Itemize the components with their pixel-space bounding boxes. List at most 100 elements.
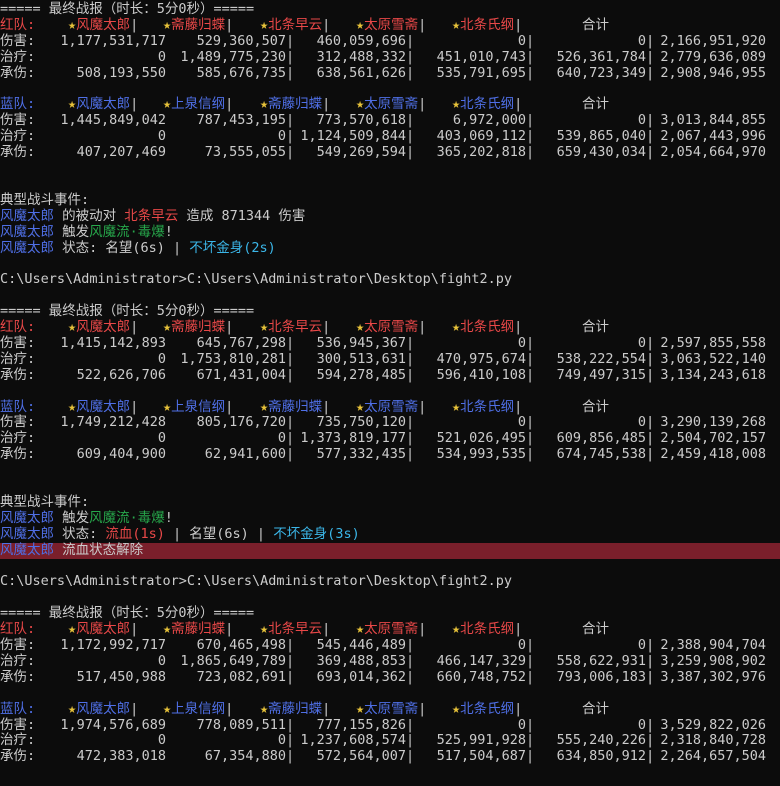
column-separator: |: [286, 716, 295, 733]
star-icon: ★: [163, 16, 172, 33]
stat-label: 治疗:: [0, 128, 36, 145]
column-separator: |: [286, 430, 295, 447]
hero-name: ★上泉信纲|: [163, 96, 233, 113]
stat-label: 承伤:: [0, 668, 36, 685]
event-text: 的被动对: [54, 207, 125, 224]
stat-value: 538,222,554: [556, 350, 646, 367]
event-text: 状态: 名望(6s) |: [54, 239, 190, 256]
hero-name-text: 北条早云: [268, 621, 323, 638]
hero-name-text: 风魔太郎: [76, 96, 131, 113]
star-icon: ★: [356, 621, 365, 638]
stat-value: 539,865,040: [556, 128, 646, 145]
hero-name: ★斋藤归蝶|: [163, 319, 233, 336]
stat-value: 2,504,702,157: [660, 430, 766, 447]
event-text: 造成 871344 伤害: [178, 207, 306, 224]
hero-name-text: 北条氏纲: [460, 700, 515, 717]
stat-label: 治疗:: [0, 652, 36, 669]
star-icon: ★: [356, 398, 365, 415]
stat-row: 承伤: 407,207,469 73,555,055 549,269,594 365,2…: [0, 144, 780, 161]
column-separator: |: [130, 319, 139, 335]
stat-value: 3,387,302,976: [660, 668, 766, 685]
stat-value: 585,676,735: [196, 64, 286, 81]
report-header-text: ===== 最终战报（时长：5分0秒）=====: [0, 303, 255, 320]
hero-name: ★斋藤归蝶|: [260, 700, 331, 718]
stat-row: 治疗: 0 1,753,810,281 300,513,631 470,975,674 5…: [0, 350, 780, 368]
event-text: 状态:: [54, 525, 106, 542]
team-label: 蓝队:: [0, 398, 36, 415]
column-separator: |: [514, 96, 523, 113]
prompt-text: C:\Users\Administrator>C:\Users\Administ…: [0, 573, 513, 590]
stat-label: 治疗:: [0, 350, 36, 367]
column-separator: |: [526, 366, 535, 383]
column-separator: |: [646, 64, 655, 81]
event-text: 触发: [54, 509, 90, 526]
column-separator: |: [514, 16, 523, 33]
stat-row: 伤害: 1,749,212,428 805,176,720 735,750,120 0 0…: [0, 414, 780, 431]
star-icon: ★: [452, 96, 461, 113]
hero-name-text: 斋藤归蝶: [171, 319, 226, 335]
stat-value: 535,791,695: [436, 64, 526, 81]
event-text: !: [164, 223, 173, 240]
star-icon: ★: [260, 621, 269, 638]
star-icon: ★: [163, 398, 172, 415]
events-title-text: 典型战斗事件:: [0, 493, 90, 510]
stat-value: 2,779,636,089: [660, 48, 766, 65]
stat-value: 545,446,489: [316, 637, 406, 653]
hero-name: ★斋藤归蝶|: [260, 96, 330, 113]
star-icon: ★: [68, 96, 77, 113]
star-icon: ★: [452, 700, 461, 717]
column-separator: |: [286, 64, 295, 81]
event-text: | 名望(6s) |: [164, 525, 274, 542]
column-separator: |: [225, 700, 234, 717]
stat-value: 558,622,931: [556, 652, 646, 669]
stat-row: 治疗: 0 0 1,124,509,844 403,069,112 539,865,040…: [0, 128, 780, 145]
column-separator: |: [406, 430, 415, 447]
event-text: 触发: [54, 223, 90, 240]
star-icon: ★: [356, 16, 365, 33]
event-text: 流血(1s): [105, 525, 165, 542]
column-separator: |: [646, 350, 655, 367]
stat-row: 承伤: 609,404,900 62,941,600 577,332,435 534,9…: [0, 446, 780, 463]
column-separator: |: [526, 716, 535, 733]
stat-row: 伤害: 1,177,531,717 529,360,507 460,059,696 0 0…: [0, 32, 780, 50]
stat-value: 0: [277, 430, 286, 447]
column-separator: |: [286, 48, 295, 65]
star-icon: ★: [68, 621, 77, 638]
stat-value: 2,459,418,008: [660, 446, 766, 463]
stat-value: 2,388,904,704: [660, 637, 766, 653]
stat-value: 594,278,485: [316, 366, 406, 383]
hero-name: ★太原雪斋|: [356, 16, 426, 34]
column-separator: |: [514, 621, 523, 638]
stat-value: 793,006,183: [556, 668, 646, 685]
stat-row: 治疗: 0 0 1,237,608,574 525,991,928 555,240,226…: [0, 732, 780, 749]
team-label: 红队:: [0, 16, 36, 33]
stat-value: 6,972,000: [452, 112, 526, 129]
column-separator: |: [322, 700, 331, 717]
column-separator: |: [526, 430, 535, 447]
column-separator: |: [406, 637, 415, 653]
column-separator: |: [646, 668, 655, 685]
stat-value: 659,430,034: [556, 144, 646, 161]
column-separator: |: [646, 144, 655, 161]
hero-name-text: 斋藤归蝶: [171, 621, 226, 638]
star-icon: ★: [68, 16, 77, 33]
hero-name: ★太原雪斋|: [356, 319, 426, 336]
event-text: 不坏金身(3s): [273, 525, 360, 542]
column-separator: |: [406, 732, 415, 749]
stat-value: 0: [157, 430, 166, 447]
column-separator: |: [526, 128, 535, 145]
column-separator: |: [130, 700, 139, 717]
red-team-header: 红队: ★风魔太郎| ★斋藤归蝶| ★北条早云| ★太原雪斋| ★北条氏纲| 合计: [0, 16, 780, 34]
stat-value: 508,193,550: [76, 64, 166, 81]
stat-value: 0: [517, 414, 526, 431]
stat-value: 0: [637, 32, 646, 49]
column-separator: |: [526, 414, 535, 431]
stat-value: 723,082,691: [196, 668, 286, 685]
stat-value: 67,354,880: [204, 748, 286, 765]
stat-label: 承伤:: [0, 366, 36, 383]
star-icon: ★: [452, 621, 461, 638]
column-separator: |: [526, 732, 535, 749]
event-text: 风魔太郎: [0, 239, 54, 256]
column-separator: |: [286, 637, 295, 653]
